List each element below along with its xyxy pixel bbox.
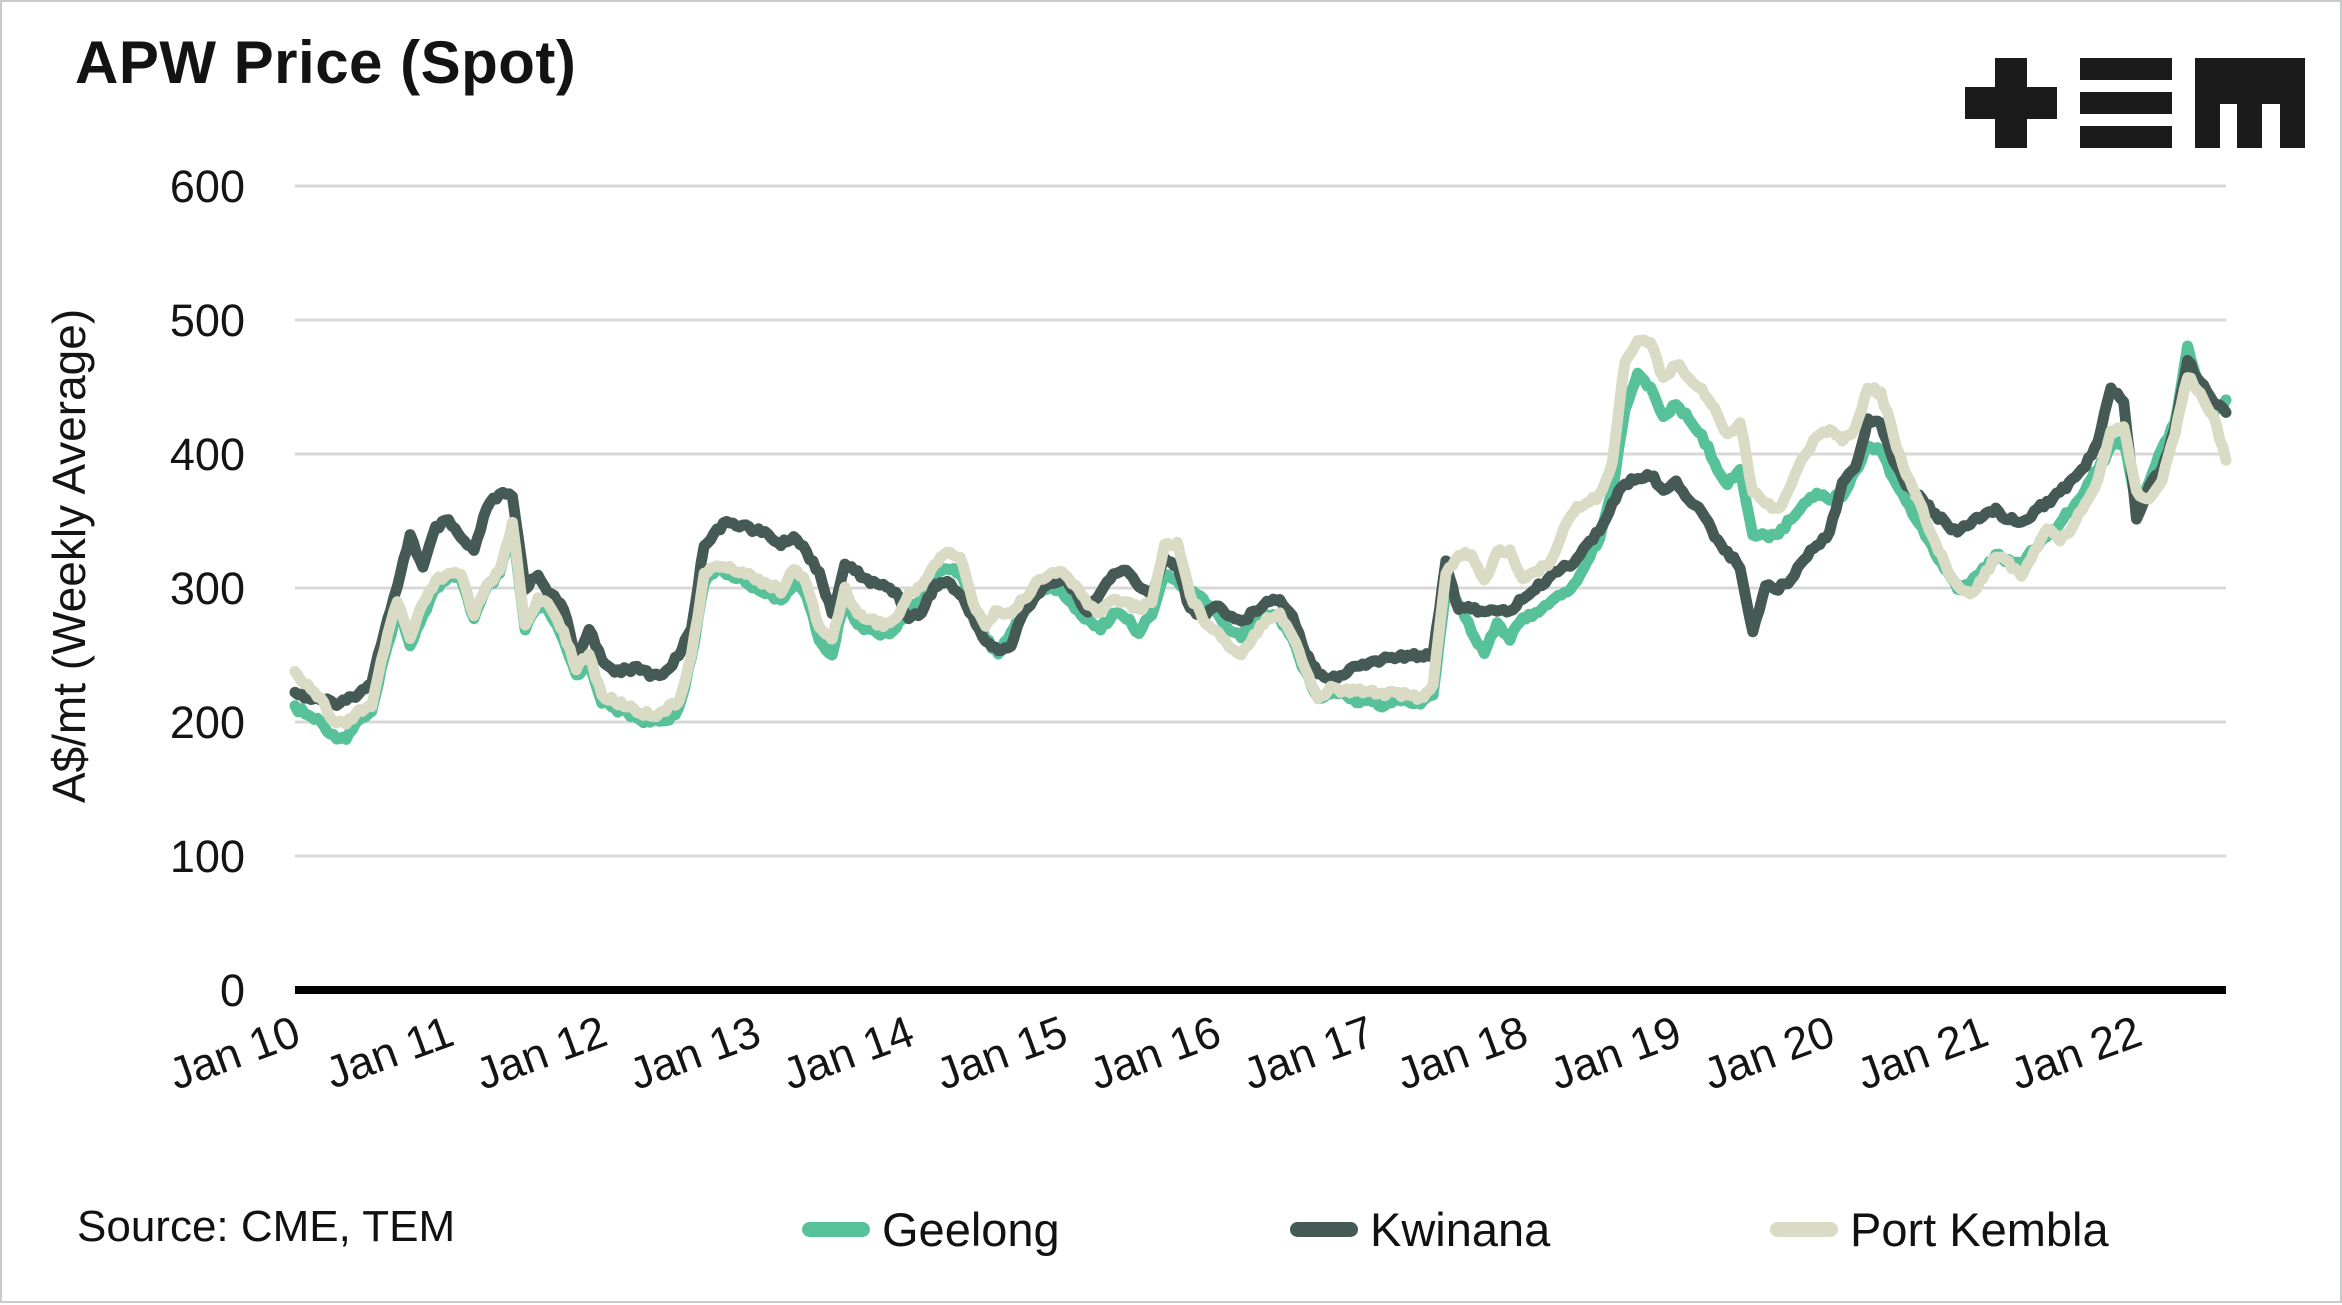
x-tick-label: Jan 17	[1236, 1005, 1380, 1099]
geelong-line-swatch-icon	[802, 1222, 870, 1237]
x-tick-label: Jan 11	[319, 1005, 460, 1098]
y-tick-label: 400	[170, 429, 245, 480]
legend-label: Kwinana	[1370, 1203, 1551, 1256]
x-tick-label: Jan 14	[776, 1005, 920, 1099]
chart-title: APW Price (Spot)	[75, 29, 577, 96]
x-tick-label: Jan 12	[469, 1005, 613, 1099]
x-tick-label: Jan 15	[929, 1005, 1073, 1099]
x-tick-label: Jan 21	[1850, 1005, 1994, 1099]
series-line-port-kembla	[289, 334, 2232, 730]
legend-label: Geelong	[882, 1203, 1060, 1256]
x-tick-label: Jan 22	[2003, 1005, 2147, 1099]
source-note: Source: CME, TEM	[77, 1202, 456, 1251]
y-tick-label: 0	[220, 965, 245, 1016]
legend-item-kwinana: Kwinana	[1290, 1202, 1550, 1257]
tem-logo-shapes	[1965, 58, 2305, 148]
y-tick-label: 200	[170, 697, 245, 748]
kwinana-line-swatch-icon	[1290, 1222, 1358, 1237]
tem-logo-icon	[1965, 58, 2305, 148]
y-tick-label: 500	[170, 295, 245, 346]
x-tick-label: Jan 16	[1083, 1005, 1227, 1099]
x-tick-label: Jan 20	[1697, 1005, 1841, 1099]
x-tick-label: Jan 19	[1543, 1005, 1687, 1099]
y-tick-label: 300	[170, 563, 245, 614]
legend-item-port-kembla: Port Kembla	[1770, 1202, 2109, 1257]
legend-label: Port Kembla	[1850, 1203, 2109, 1256]
legend-item-geelong: Geelong	[802, 1202, 1060, 1257]
y-tick-label: 100	[170, 831, 245, 882]
x-tick-label: Jan 13	[622, 1005, 766, 1099]
port-kembla-line-swatch-icon	[1770, 1222, 1838, 1237]
x-tick-label: Jan 18	[1390, 1005, 1534, 1099]
y-tick-label: 600	[170, 161, 245, 212]
x-tick-label: Jan 10	[162, 1005, 306, 1099]
